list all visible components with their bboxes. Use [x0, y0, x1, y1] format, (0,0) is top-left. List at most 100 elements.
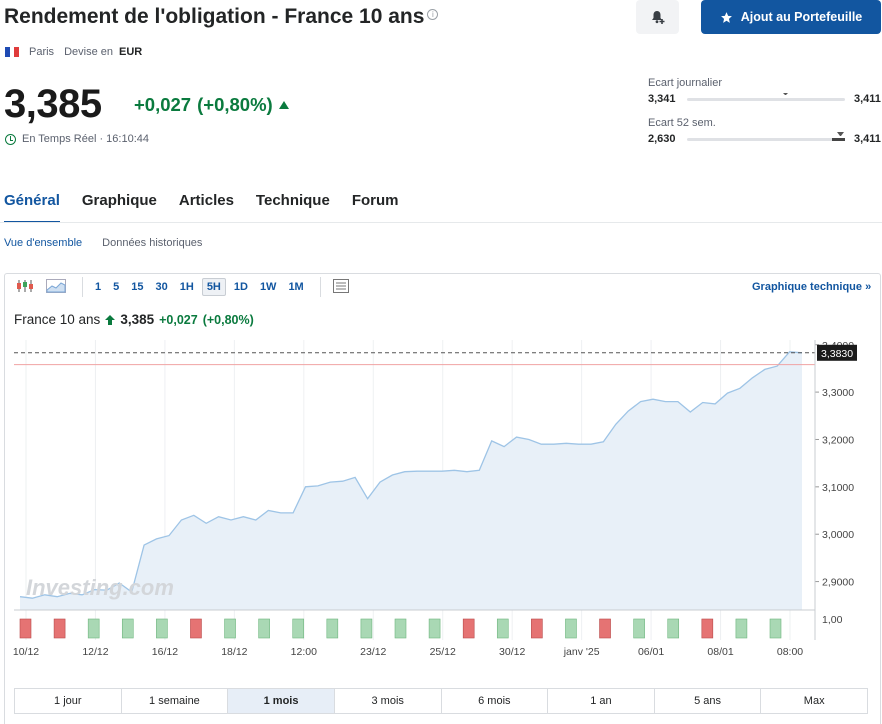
week52-range-fill: [832, 138, 845, 141]
volume-bar: [19, 618, 32, 639]
price-change: +0,027 (+0,80%): [134, 94, 289, 116]
volume-bar: [462, 618, 475, 639]
y-tick-label: 3,1000: [822, 482, 854, 494]
daily-range-high: 3,411: [854, 93, 881, 105]
watermark: Investing.com: [26, 575, 174, 600]
interval-15[interactable]: 15: [131, 281, 144, 293]
chart-symbol: France 10 ans: [14, 312, 101, 327]
chart-price: 3,385: [120, 312, 155, 327]
candlestick-chart-icon[interactable]: [12, 277, 38, 298]
interval-30[interactable]: 30: [155, 281, 168, 293]
period-3-months[interactable]: 3 mois: [335, 689, 442, 713]
volume-bar: [565, 618, 577, 639]
volume-axis-label: 1,00: [822, 614, 843, 626]
realtime-status: En Temps Réel · 16:10:44: [5, 133, 149, 145]
tab-graphique[interactable]: Graphique: [81, 192, 157, 209]
interval-1[interactable]: 1: [95, 281, 102, 293]
change-value: +0,027: [134, 94, 192, 115]
x-tick-label: 18/12: [221, 646, 247, 658]
x-tick-label: 30/12: [499, 646, 525, 658]
technical-chart-link[interactable]: Graphique technique »: [752, 281, 872, 293]
toolbar-separator: [319, 277, 321, 297]
tab-technique[interactable]: Technique: [255, 192, 330, 209]
interval-1w[interactable]: 1W: [259, 281, 277, 293]
week52-range-high: 3,411: [854, 133, 881, 145]
period-1-year[interactable]: 1 an: [548, 689, 655, 713]
realtime-label: En Temps Réel · 16:10:44: [22, 133, 149, 145]
page-title: Rendement de l'obligation - France 10 an…: [4, 5, 439, 29]
currency-value: EUR: [118, 46, 143, 58]
x-tick-label: 12/12: [82, 646, 108, 658]
tab-general[interactable]: Général: [4, 192, 60, 223]
volume-bar: [428, 618, 441, 639]
interval-1m[interactable]: 1M: [288, 281, 304, 293]
y-tick-label: 3,0000: [822, 529, 854, 541]
daily-range-marker-icon: [783, 93, 788, 100]
clock-icon: [5, 133, 16, 145]
table-view-icon[interactable]: [329, 277, 353, 298]
france-flag-icon: [5, 47, 20, 57]
volume-bar: [667, 618, 680, 639]
volume-bar: [394, 618, 407, 639]
y-tick-label: 2,9000: [822, 577, 854, 589]
volume-bar: [633, 618, 645, 639]
page-title-text: Rendement de l'obligation - France 10 an…: [4, 5, 425, 28]
change-percent: (+0,80%): [197, 94, 273, 115]
chart-change-percent: (+0,80%): [202, 312, 254, 327]
x-tick-label: 25/12: [430, 646, 456, 658]
last-price: 3,385: [4, 82, 102, 126]
period-selector: 1 jour 1 semaine 1 mois 3 mois 6 mois 1 …: [14, 688, 868, 714]
period-1-week[interactable]: 1 semaine: [122, 689, 229, 713]
subtab-overview[interactable]: Vue d'ensemble: [4, 237, 83, 249]
chart-panel: [4, 273, 881, 724]
volume-bar: [326, 618, 339, 639]
interval-1h[interactable]: 1H: [179, 281, 194, 293]
interval-5[interactable]: 5: [113, 281, 120, 293]
x-axis: 10/12 12/12 16/12 18/12 12:00 23/12 25/12 30/12…: [13, 646, 803, 658]
toolbar-separator: [82, 277, 83, 297]
period-6-months[interactable]: 6 mois: [442, 689, 549, 713]
week52-range-marker-icon: [837, 132, 844, 137]
volume-bar: [87, 618, 100, 639]
price-line: [19, 351, 803, 599]
volume-bar: [496, 618, 509, 639]
current-price-text: 3,3830: [821, 348, 853, 360]
chart-change: +0,027: [159, 312, 198, 327]
x-tick-label: 08/01: [707, 646, 733, 658]
period-max[interactable]: Max: [803, 695, 825, 707]
y-tick-label: 3,3000: [822, 387, 854, 399]
interval-5h[interactable]: 5H: [201, 278, 226, 296]
x-tick-label: 08:00: [777, 646, 803, 658]
x-tick-label: 16/12: [152, 646, 178, 658]
subtab-historical-data[interactable]: Données historiques: [102, 237, 203, 249]
period-5-years[interactable]: 5 ans: [655, 689, 762, 713]
create-alert-button[interactable]: [636, 0, 679, 34]
volume-bar: [701, 618, 714, 639]
volume-bar: [156, 618, 168, 639]
chart-toolbar: 1 5 15 30 1H 5H 1D 1W 1M: [12, 277, 357, 297]
volume-bars: 1,00: [19, 614, 843, 639]
volume-bar: [531, 618, 543, 639]
main-tabs: Général Graphique Articles Technique For…: [4, 192, 399, 223]
area-chart-icon[interactable]: [42, 277, 70, 298]
add-portfolio-button[interactable]: Ajout au Portefeuille: [701, 0, 881, 34]
volume-bar: [599, 618, 611, 639]
daily-range-low: 3,341: [648, 93, 676, 105]
volume-bar: [735, 618, 748, 639]
tab-forum[interactable]: Forum: [351, 192, 399, 209]
info-icon[interactable]: i: [427, 9, 439, 20]
up-arrow-icon: [105, 314, 116, 325]
volume-bar: [53, 618, 66, 639]
tab-articles[interactable]: Articles: [178, 192, 234, 209]
current-price-box: [817, 344, 857, 361]
exchange-name: Paris: [29, 46, 55, 58]
week52-range-bar: [687, 138, 845, 141]
instrument-meta: Paris Devise en EUR: [5, 46, 142, 58]
period-1-month[interactable]: 1 mois: [228, 689, 335, 713]
interval-1d[interactable]: 1D: [233, 281, 248, 293]
week52-range-label: Ecart 52 sem.: [648, 117, 716, 129]
volume-bar: [258, 618, 270, 639]
period-1-day[interactable]: 1 jour: [15, 689, 122, 713]
